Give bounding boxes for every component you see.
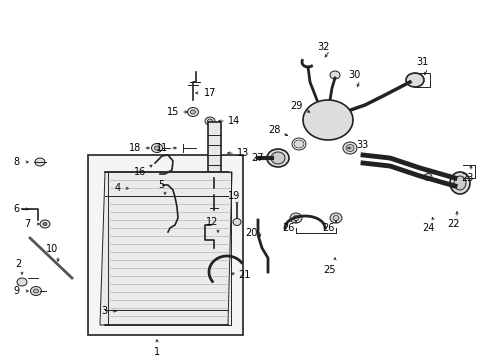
- Text: 9: 9: [13, 286, 19, 296]
- Ellipse shape: [204, 117, 215, 125]
- Text: 26: 26: [321, 223, 333, 233]
- Ellipse shape: [35, 158, 45, 166]
- Text: 4: 4: [115, 183, 121, 193]
- Ellipse shape: [154, 146, 159, 150]
- Polygon shape: [100, 172, 231, 325]
- Text: 7: 7: [24, 219, 30, 229]
- Ellipse shape: [342, 142, 356, 154]
- Text: 11: 11: [156, 143, 168, 153]
- Ellipse shape: [207, 119, 212, 123]
- Text: 8: 8: [13, 157, 19, 167]
- Ellipse shape: [209, 187, 218, 193]
- Text: 27: 27: [250, 153, 263, 163]
- Text: 32: 32: [316, 42, 328, 52]
- Text: 5: 5: [158, 180, 164, 190]
- Text: 1: 1: [154, 347, 160, 357]
- Ellipse shape: [329, 213, 341, 223]
- Ellipse shape: [449, 172, 469, 194]
- Ellipse shape: [266, 149, 288, 167]
- Text: 20: 20: [244, 228, 257, 238]
- Text: 24: 24: [421, 223, 433, 233]
- Text: 23: 23: [460, 173, 472, 183]
- Ellipse shape: [292, 216, 298, 220]
- Ellipse shape: [293, 140, 304, 148]
- Ellipse shape: [34, 289, 39, 293]
- Text: 18: 18: [129, 143, 141, 153]
- Text: 3: 3: [101, 306, 107, 316]
- Ellipse shape: [329, 71, 339, 79]
- Text: 33: 33: [355, 140, 367, 150]
- Bar: [88, 155, 243, 335]
- Ellipse shape: [405, 73, 423, 87]
- Text: 13: 13: [236, 148, 248, 158]
- Ellipse shape: [17, 278, 27, 286]
- Ellipse shape: [115, 180, 121, 184]
- Text: 14: 14: [227, 116, 240, 126]
- Text: 30: 30: [347, 70, 359, 80]
- Ellipse shape: [187, 108, 198, 117]
- Ellipse shape: [30, 287, 41, 296]
- Ellipse shape: [270, 152, 285, 164]
- Text: 28: 28: [267, 125, 280, 135]
- Text: 29: 29: [289, 101, 302, 111]
- Text: 22: 22: [446, 219, 458, 229]
- Text: 2: 2: [15, 259, 21, 269]
- Ellipse shape: [171, 310, 178, 316]
- Ellipse shape: [453, 176, 465, 190]
- Text: 26: 26: [281, 223, 294, 233]
- Ellipse shape: [190, 110, 195, 114]
- Text: 19: 19: [227, 191, 240, 201]
- Text: 17: 17: [203, 88, 216, 98]
- Text: 12: 12: [205, 217, 218, 227]
- Ellipse shape: [423, 174, 431, 180]
- Text: 10: 10: [46, 244, 58, 254]
- Ellipse shape: [209, 212, 218, 218]
- Bar: [207, 122, 221, 180]
- Text: 6: 6: [13, 204, 19, 214]
- Ellipse shape: [43, 222, 47, 225]
- Text: 31: 31: [415, 57, 427, 67]
- Polygon shape: [303, 100, 352, 140]
- Text: 25: 25: [322, 265, 335, 275]
- Ellipse shape: [40, 220, 50, 228]
- Ellipse shape: [289, 213, 302, 223]
- Text: 21: 21: [237, 270, 250, 280]
- Ellipse shape: [346, 144, 353, 152]
- Text: 16: 16: [134, 167, 146, 177]
- Text: 15: 15: [166, 107, 179, 117]
- Ellipse shape: [232, 219, 241, 225]
- Ellipse shape: [151, 144, 162, 153]
- Ellipse shape: [112, 177, 124, 187]
- Ellipse shape: [168, 307, 181, 319]
- Ellipse shape: [332, 216, 338, 220]
